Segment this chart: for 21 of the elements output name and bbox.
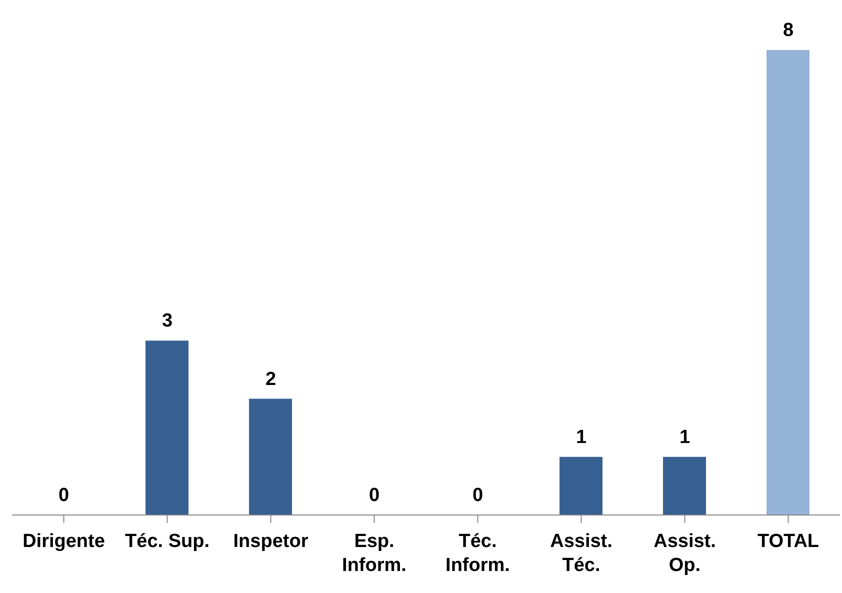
x-tick-label: Esp. Inform. (342, 531, 406, 576)
bar (249, 398, 292, 515)
x-tick-label: Dirigente (22, 531, 105, 552)
x-tick-label: Téc. Inform. (446, 531, 510, 576)
x-tick-label: Inspetor (233, 531, 309, 552)
data-label: 3 (162, 310, 173, 332)
data-label: 0 (58, 485, 70, 506)
bar (663, 456, 706, 515)
data-label: 0 (472, 485, 484, 506)
bar (146, 340, 188, 515)
data-label: 1 (576, 426, 587, 448)
x-tick-label: Assist. Téc. (550, 531, 612, 576)
data-label: 2 (265, 368, 276, 390)
bar (766, 50, 810, 515)
x-tick-label: Assist. Op. (654, 531, 716, 576)
data-label: 0 (368, 485, 380, 506)
x-tick-label: Téc. Sup. (125, 531, 210, 552)
data-label: 1 (679, 426, 690, 448)
data-label: 8 (782, 20, 794, 41)
x-tick-label: TOTAL (757, 531, 820, 552)
bar (560, 456, 602, 515)
